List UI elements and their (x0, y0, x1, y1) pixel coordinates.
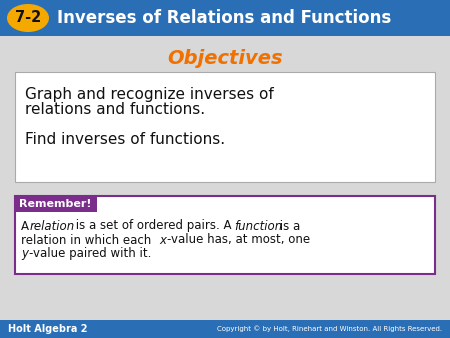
Text: is a: is a (276, 219, 300, 233)
Text: Holt Algebra 2: Holt Algebra 2 (8, 324, 87, 334)
Text: Find inverses of functions.: Find inverses of functions. (25, 132, 225, 147)
Bar (0, 320, 450, 338)
Text: x: x (159, 234, 166, 246)
Text: function: function (234, 219, 282, 233)
Text: y: y (21, 247, 28, 261)
Text: Copyright © by Holt, Rinehart and Winston. All Rights Reserved.: Copyright © by Holt, Rinehart and Winsto… (217, 326, 442, 332)
Text: Inverses of Relations and Functions: Inverses of Relations and Functions (57, 9, 391, 27)
Text: Graph and recognize inverses of: Graph and recognize inverses of (25, 87, 274, 101)
Text: relation in which each: relation in which each (21, 234, 155, 246)
Text: -value paired with it.: -value paired with it. (29, 247, 151, 261)
Bar (15, 72, 435, 182)
Text: is a set of ordered pairs. A: is a set of ordered pairs. A (72, 219, 235, 233)
Ellipse shape (7, 4, 49, 32)
Text: -value has, at most, one: -value has, at most, one (167, 234, 310, 246)
Bar (15, 196, 435, 274)
Bar (0, 36, 450, 338)
Text: Remember!: Remember! (19, 199, 91, 209)
Text: 7-2: 7-2 (15, 10, 41, 25)
Text: relations and functions.: relations and functions. (25, 102, 205, 118)
Text: Objectives: Objectives (167, 48, 283, 68)
Bar (15, 196, 97, 212)
Text: A: A (21, 219, 33, 233)
Bar (0, 0, 450, 36)
Text: relation: relation (30, 219, 75, 233)
